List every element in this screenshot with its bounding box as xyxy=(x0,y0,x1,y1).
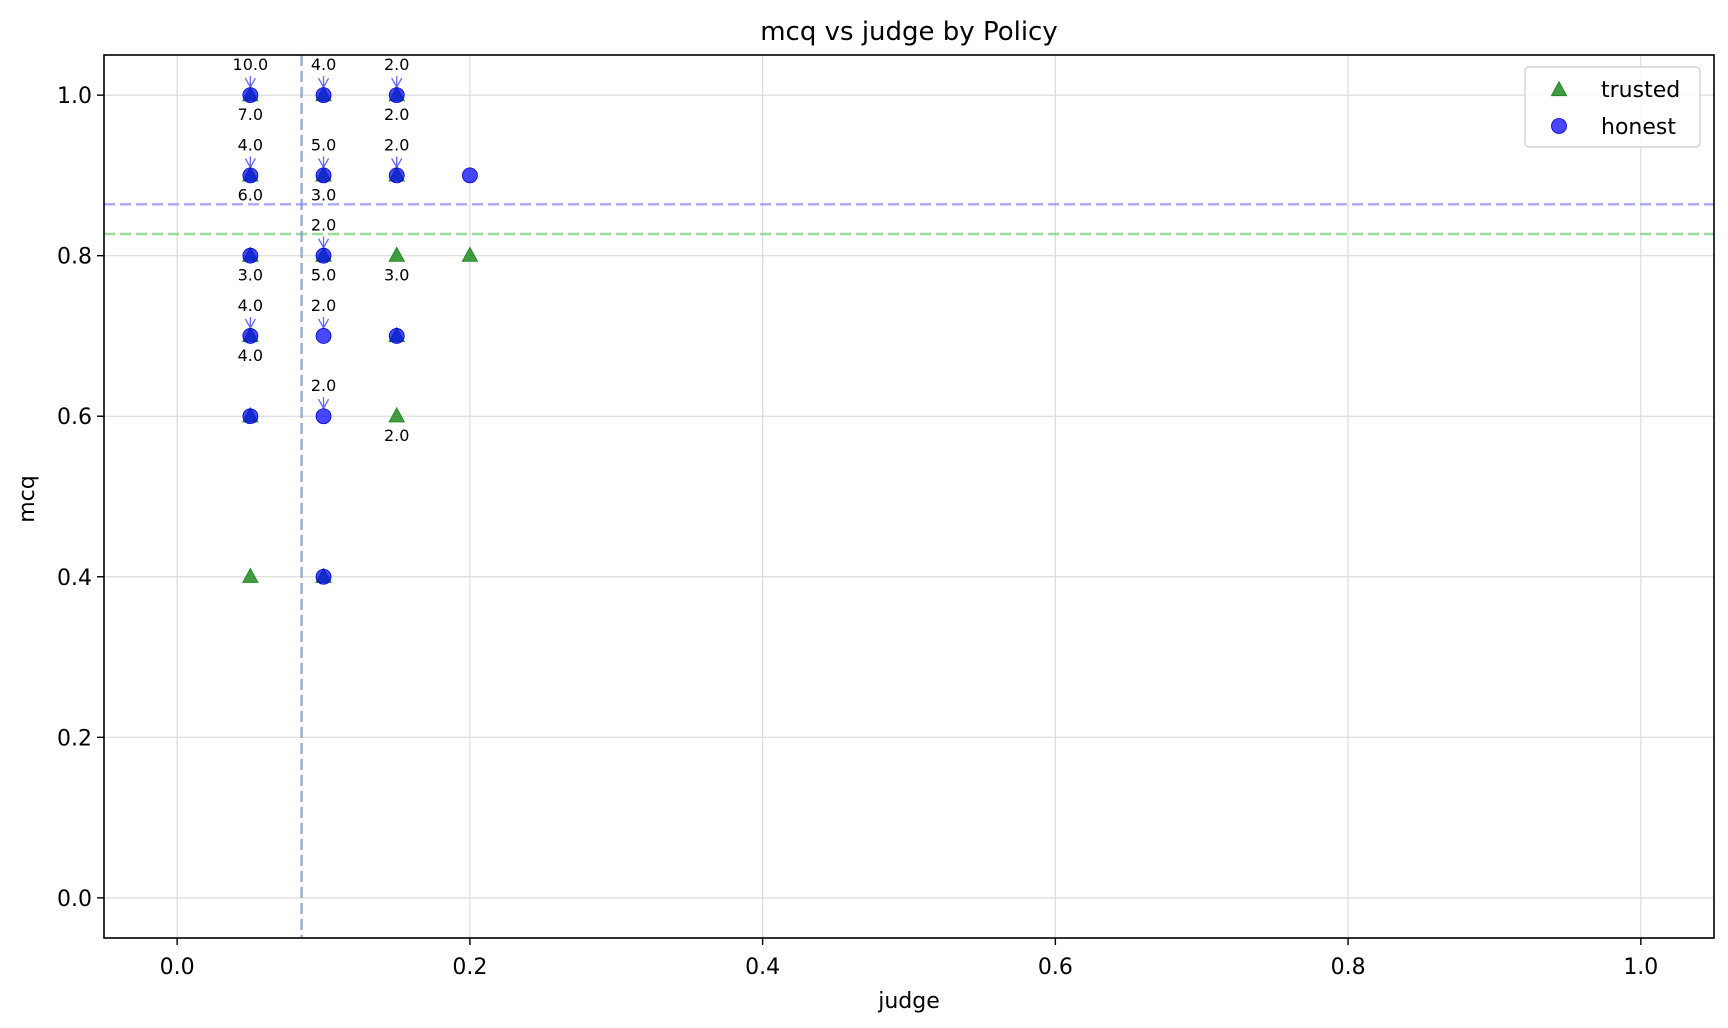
point-count-label: 3.0 xyxy=(384,266,409,285)
legend-box xyxy=(1524,66,1701,148)
point-count-label: 7.0 xyxy=(238,105,263,124)
point-count-label: 2.0 xyxy=(311,216,336,235)
point-count-label: 4.0 xyxy=(238,135,263,154)
honest-point xyxy=(242,328,259,344)
honest-point xyxy=(315,247,332,264)
x-axis-label: judge xyxy=(877,989,940,1014)
honest-point xyxy=(242,167,259,184)
honest-point xyxy=(388,328,405,344)
point-count-label: 4.0 xyxy=(238,346,263,365)
honest-point xyxy=(242,247,259,264)
point-count-label: 2.0 xyxy=(384,426,409,445)
y-tick-label: 0.8 xyxy=(57,245,92,270)
legend: trusted honest xyxy=(1524,66,1701,148)
x-tick-label: 0.2 xyxy=(452,955,487,980)
point-count-label: 2.0 xyxy=(384,55,409,74)
legend-label-honest: honest xyxy=(1601,115,1676,140)
x-tick-label: 0.8 xyxy=(1331,955,1366,980)
ticks-layer: 0.0 0.2 0.4 0.6 0.8 1.0 0.0 0.2 0.4 0.6 0.8 1.0 xyxy=(57,84,1658,980)
honest-point xyxy=(315,408,332,425)
point-count-label: 4.0 xyxy=(311,55,336,74)
trusted-point xyxy=(242,567,259,583)
x-tick-label: 0.0 xyxy=(160,955,195,980)
x-tick-label: 1.0 xyxy=(1623,955,1658,980)
grid-layer xyxy=(104,55,1714,938)
honest-point xyxy=(242,408,259,425)
point-count-label: 3.0 xyxy=(311,185,336,204)
point-count-label: 2.0 xyxy=(384,105,409,124)
point-count-label: 4.0 xyxy=(238,296,263,315)
point-count-label: 10.0 xyxy=(233,55,269,74)
point-count-label: 6.0 xyxy=(238,185,263,204)
honest-point xyxy=(242,87,259,104)
y-tick-label: 1.0 xyxy=(57,84,92,109)
honest-point xyxy=(388,167,405,184)
y-axis-label: mcq xyxy=(15,475,40,523)
point-count-label: 5.0 xyxy=(311,135,336,154)
honest-point xyxy=(315,167,332,184)
mean-lines-layer xyxy=(104,55,1714,938)
y-tick-label: 0.6 xyxy=(57,405,92,430)
y-tick-label: 0.0 xyxy=(57,887,92,912)
honest-point xyxy=(462,167,478,184)
trusted-point xyxy=(388,246,406,262)
point-count-label: 2.0 xyxy=(311,296,336,315)
y-tick-label: 0.4 xyxy=(57,566,92,591)
annotation-labels-layer: 10.0 7.0 4.0 2.0 2.0 4.0 6.0 5.0 3.0 2.0 2.0 3.0 5.0… xyxy=(233,55,410,445)
chart-title: mcq vs judge by Policy xyxy=(760,17,1058,47)
points-layer xyxy=(242,85,479,585)
annotation-arrow xyxy=(317,316,330,330)
y-tick-label: 0.2 xyxy=(57,726,92,751)
point-count-label: 2.0 xyxy=(384,135,409,154)
point-count-label: 3.0 xyxy=(238,266,263,285)
point-count-label: 5.0 xyxy=(311,266,336,285)
legend-marker-honest xyxy=(1551,118,1567,134)
honest-point xyxy=(315,568,332,585)
x-tick-label: 0.4 xyxy=(745,955,780,980)
honest-point xyxy=(315,87,332,104)
annotation-arrow xyxy=(317,397,330,410)
legend-marker-trusted xyxy=(1550,80,1568,97)
honest-point xyxy=(315,328,332,344)
point-count-label: 2.0 xyxy=(311,376,336,395)
trusted-point xyxy=(461,246,479,262)
honest-point xyxy=(388,87,405,104)
plot-frame xyxy=(103,54,1715,939)
x-tick-label: 0.6 xyxy=(1038,955,1073,980)
legend-label-trusted: trusted xyxy=(1601,78,1680,103)
trusted-point xyxy=(388,406,406,423)
